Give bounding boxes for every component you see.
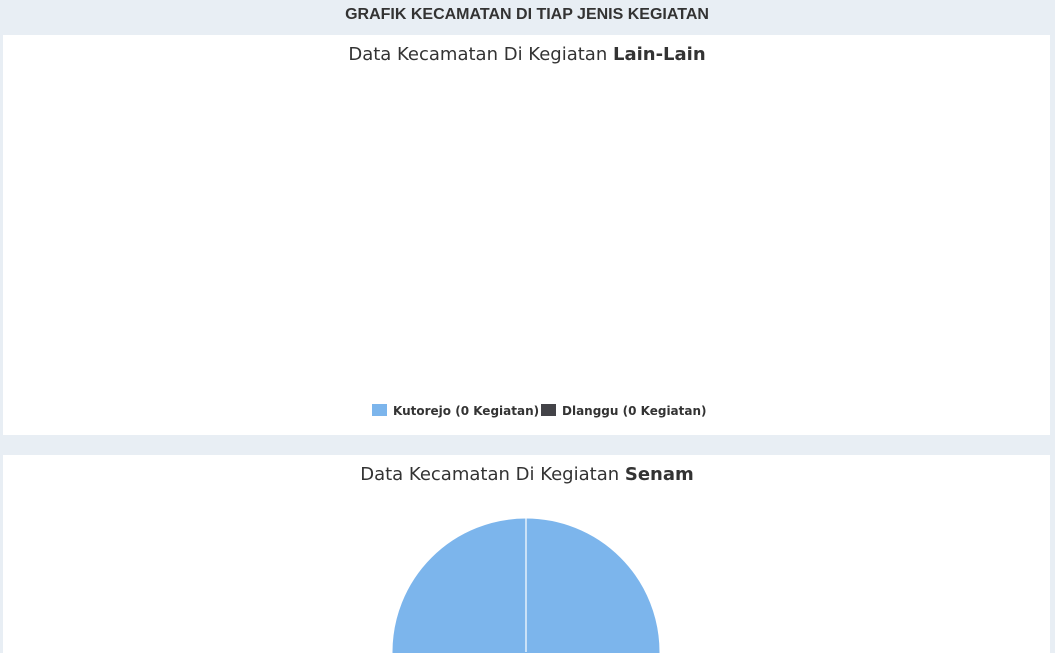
legend-swatch [372,404,387,416]
legend-label: Dlanggu (0 Kegiatan) [562,404,707,418]
legend-swatch [541,404,556,416]
title-text: Data Kecamatan Di Kegiatan [360,464,619,485]
legend-label: Kutorejo (0 Kegiatan) [393,404,539,418]
chart-title: Data Kecamatan Di Kegiatan Lain-Lain [348,44,705,65]
title-bold: Senam [625,464,694,485]
chart-title: Data Kecamatan Di Kegiatan Senam [360,464,694,485]
chart-panel [3,35,1050,435]
title-text: Data Kecamatan Di Kegiatan [348,44,607,65]
title-bold: Lain-Lain [613,44,706,65]
page-header: GRAFIK KECAMATAN DI TIAP JENIS KEGIATAN [345,6,709,23]
